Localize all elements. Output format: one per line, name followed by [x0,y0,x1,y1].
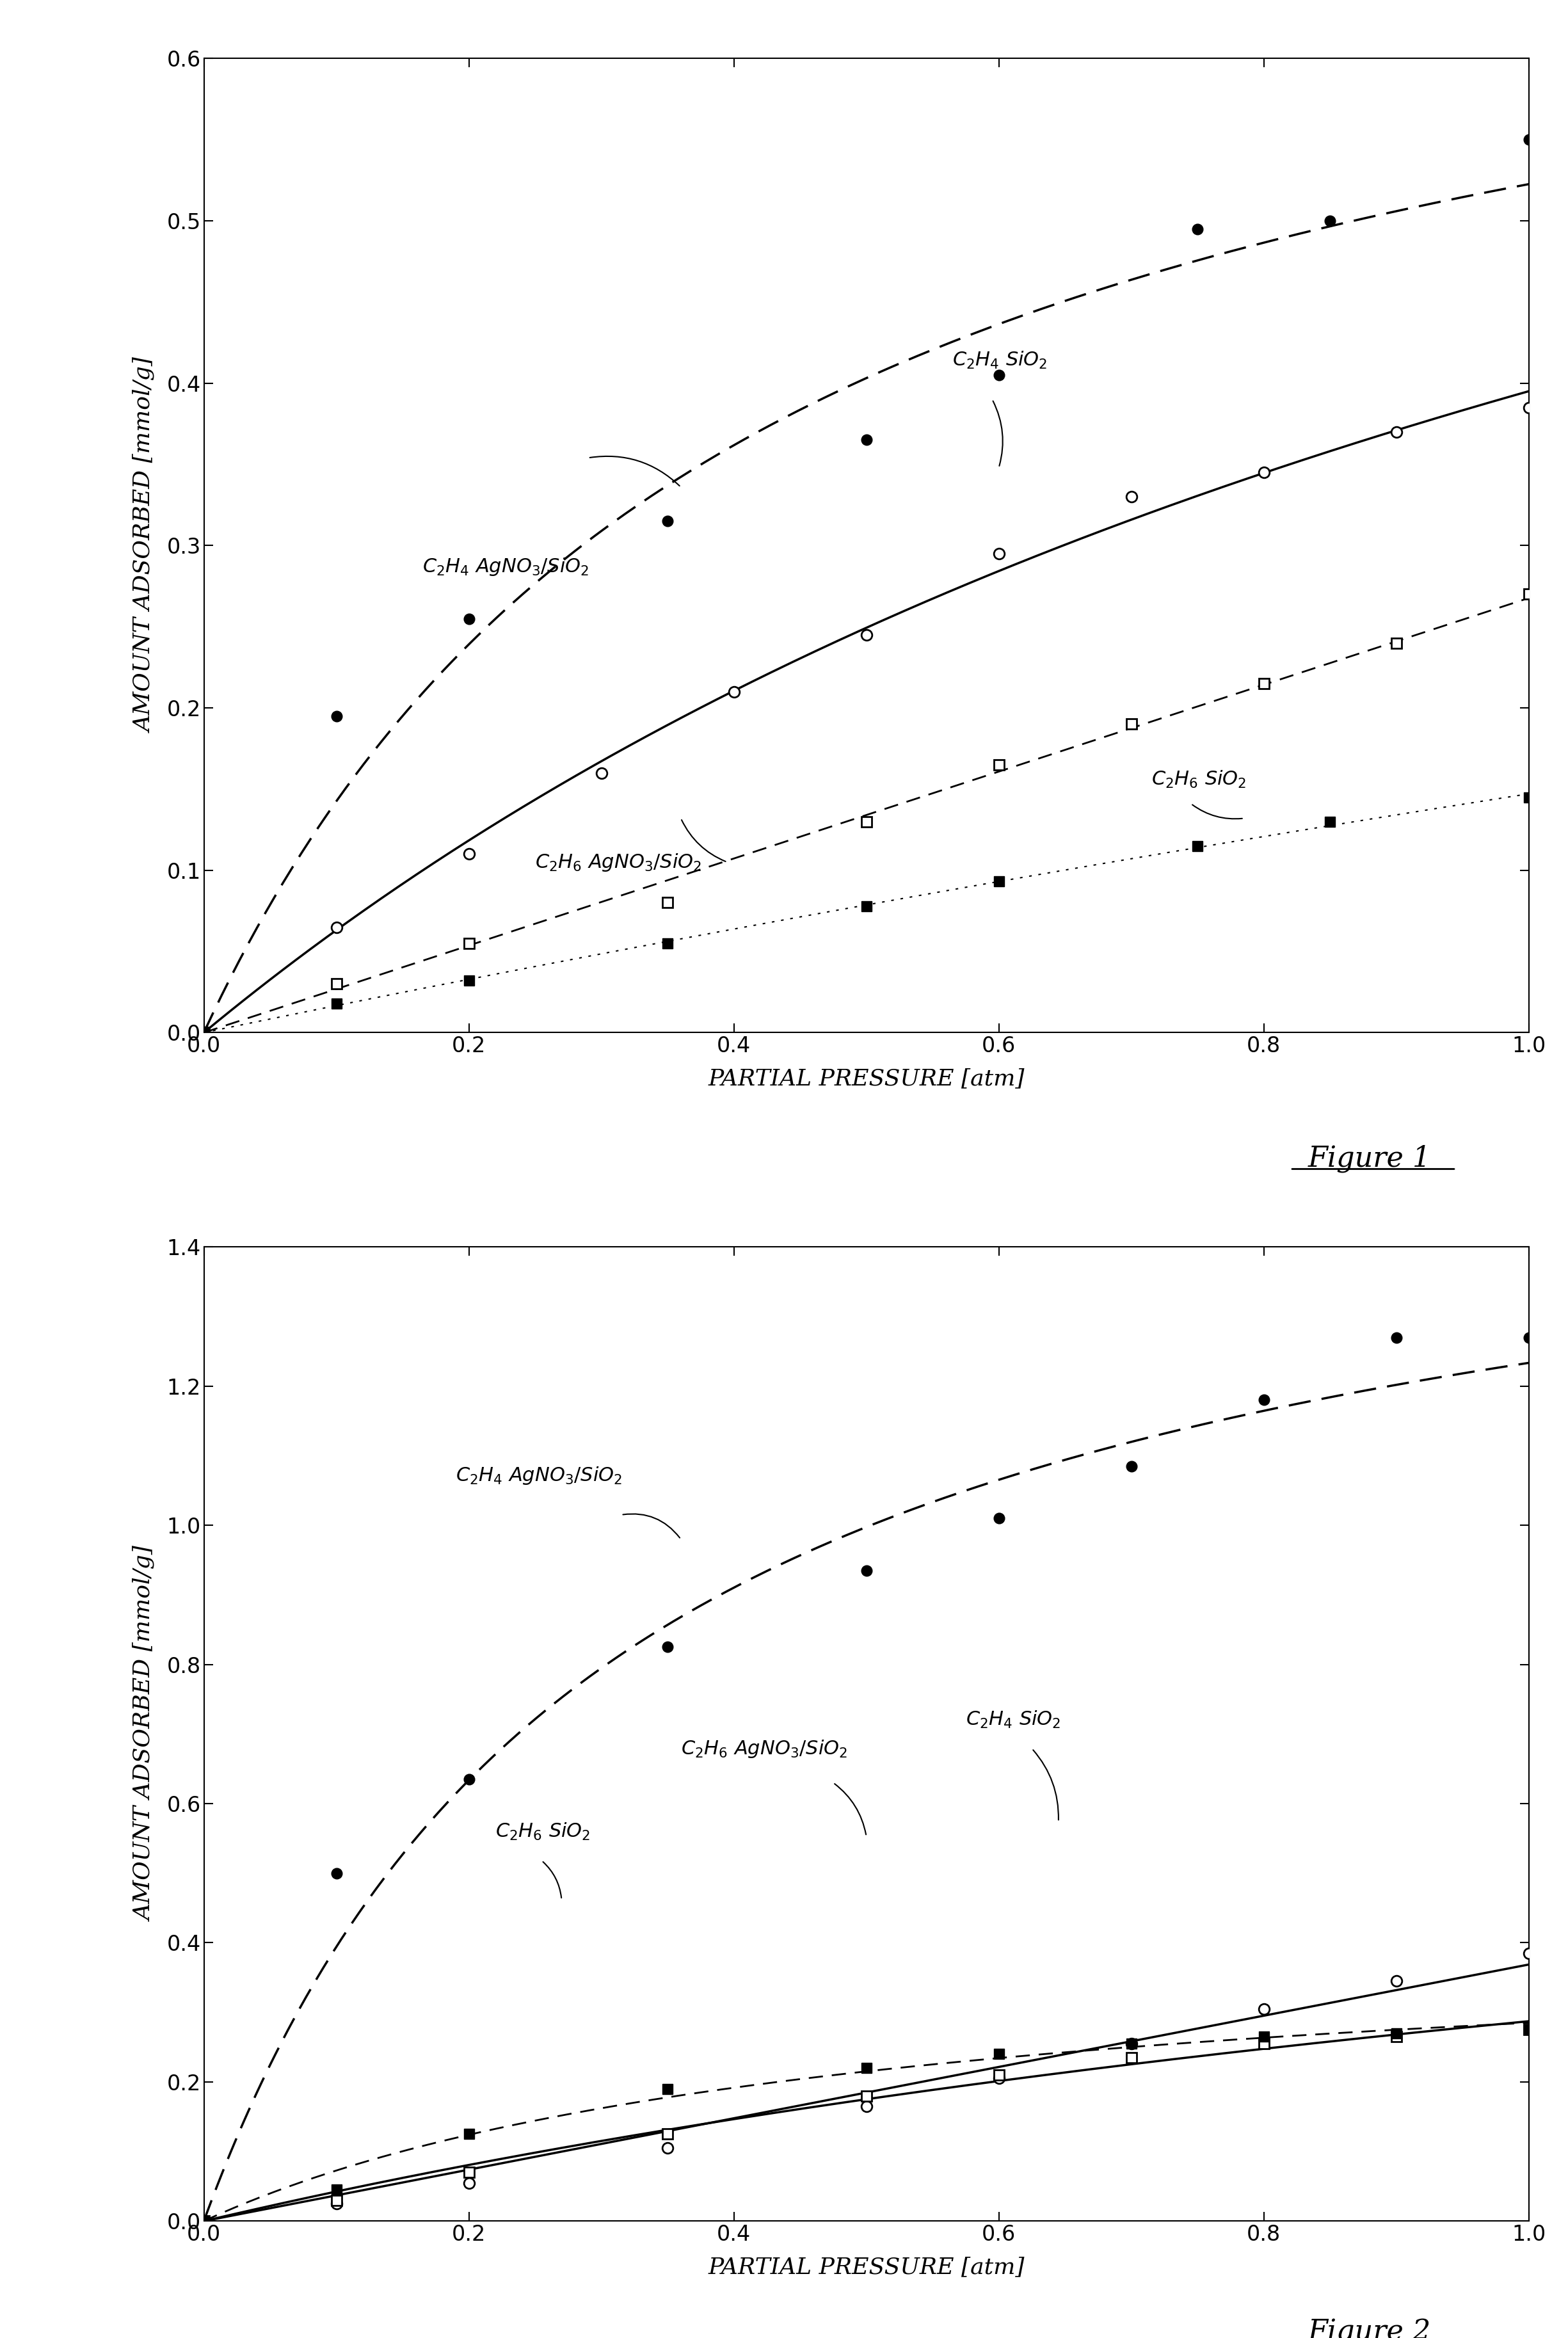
X-axis label: PARTIAL PRESSURE [atm]: PARTIAL PRESSURE [atm] [709,1068,1024,1090]
Text: $C_2H_4\ SiO_2$: $C_2H_4\ SiO_2$ [966,1709,1060,1730]
Text: Figure 2: Figure 2 [1308,2319,1432,2338]
Text: Figure 1: Figure 1 [1308,1146,1432,1171]
X-axis label: PARTIAL PRESSURE [atm]: PARTIAL PRESSURE [atm] [709,2256,1024,2277]
Text: $C_2H_6\ AgNO_3/SiO_2$: $C_2H_6\ AgNO_3/SiO_2$ [681,1737,847,1758]
Y-axis label: AMOUNT ADSORBED [mmol/g]: AMOUNT ADSORBED [mmol/g] [133,358,155,734]
Text: $C_2H_4\ AgNO_3/SiO_2$: $C_2H_4\ AgNO_3/SiO_2$ [456,1466,622,1487]
Text: $C_2H_6\ AgNO_3/SiO_2$: $C_2H_6\ AgNO_3/SiO_2$ [535,851,701,872]
Text: $C_2H_4\ AgNO_3/SiO_2$: $C_2H_4\ AgNO_3/SiO_2$ [422,556,590,577]
Text: $C_2H_6\ SiO_2$: $C_2H_6\ SiO_2$ [1151,769,1247,790]
Text: $C_2H_4\ SiO_2$: $C_2H_4\ SiO_2$ [952,351,1047,372]
Text: $C_2H_6\ SiO_2$: $C_2H_6\ SiO_2$ [495,1821,590,1842]
Y-axis label: AMOUNT ADSORBED [mmol/g]: AMOUNT ADSORBED [mmol/g] [133,1545,155,1922]
